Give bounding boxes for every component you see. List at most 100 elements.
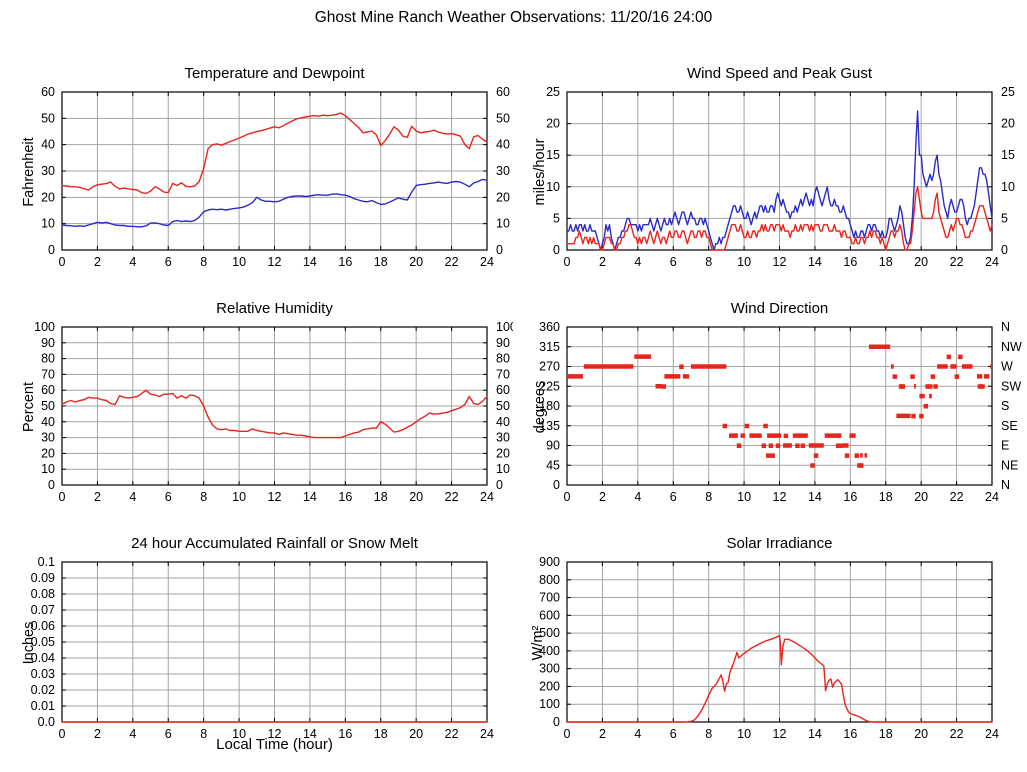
svg-text:10: 10 xyxy=(737,255,751,269)
svg-text:24: 24 xyxy=(985,727,999,741)
svg-text:6: 6 xyxy=(670,490,677,504)
svg-text:0.0: 0.0 xyxy=(38,715,55,729)
svg-text:8: 8 xyxy=(200,490,207,504)
svg-text:10: 10 xyxy=(496,217,510,231)
svg-text:100: 100 xyxy=(496,320,513,334)
chart-title: Wind Direction xyxy=(730,300,829,317)
svg-text:SE: SE xyxy=(1001,419,1018,433)
svg-text:10: 10 xyxy=(232,255,246,269)
svg-text:10: 10 xyxy=(1001,180,1015,194)
svg-text:4: 4 xyxy=(634,255,641,269)
svg-text:0.1: 0.1 xyxy=(38,555,55,569)
svg-text:24: 24 xyxy=(985,255,999,269)
svg-text:80: 80 xyxy=(496,352,510,366)
svg-text:20: 20 xyxy=(1001,117,1015,131)
svg-text:SW: SW xyxy=(1001,379,1021,393)
svg-text:14: 14 xyxy=(808,490,822,504)
svg-text:NW: NW xyxy=(1001,340,1022,354)
chart-title: 24 hour Accumulated Rainfall or Snow Mel… xyxy=(131,535,418,552)
svg-text:18: 18 xyxy=(374,255,388,269)
svg-text:70: 70 xyxy=(496,367,510,381)
svg-text:4: 4 xyxy=(129,727,136,741)
svg-text:30: 30 xyxy=(41,431,55,445)
svg-text:24: 24 xyxy=(480,255,494,269)
svg-text:10: 10 xyxy=(737,727,751,741)
svg-text:40: 40 xyxy=(41,138,55,152)
svg-text:0: 0 xyxy=(553,715,560,729)
svg-text:30: 30 xyxy=(41,164,55,178)
svg-text:0: 0 xyxy=(564,727,571,741)
svg-text:16: 16 xyxy=(338,727,352,741)
svg-text:30: 30 xyxy=(496,164,510,178)
svg-text:N: N xyxy=(1001,478,1010,492)
svg-text:5: 5 xyxy=(553,211,560,225)
chart-solar-irradiance: Solar Irradiance W/m² 0 100 200 300 400 500 60… xyxy=(513,530,1027,772)
chart-title: Relative Humidity xyxy=(216,300,333,317)
svg-text:10: 10 xyxy=(232,490,246,504)
svg-text:2: 2 xyxy=(599,490,606,504)
svg-text:N: N xyxy=(1001,320,1010,334)
svg-text:90: 90 xyxy=(546,439,560,453)
svg-text:0: 0 xyxy=(59,255,66,269)
svg-text:50: 50 xyxy=(496,399,510,413)
svg-text:16: 16 xyxy=(843,490,857,504)
svg-text:10: 10 xyxy=(232,727,246,741)
svg-text:25: 25 xyxy=(1001,85,1015,99)
svg-text:0.01: 0.01 xyxy=(31,699,55,713)
svg-text:0: 0 xyxy=(1001,243,1008,257)
svg-text:100: 100 xyxy=(539,697,560,711)
svg-text:16: 16 xyxy=(843,727,857,741)
svg-text:6: 6 xyxy=(165,727,172,741)
svg-text:315: 315 xyxy=(539,340,560,354)
svg-text:50: 50 xyxy=(496,111,510,125)
svg-text:360: 360 xyxy=(539,320,560,334)
svg-text:16: 16 xyxy=(338,490,352,504)
chart-temperature-dewpoint: Temperature and Dewpoint Fahrenheit 0 0 10… xyxy=(0,60,513,295)
svg-text:20: 20 xyxy=(41,190,55,204)
svg-text:10: 10 xyxy=(546,180,560,194)
svg-text:18: 18 xyxy=(879,727,893,741)
svg-text:0: 0 xyxy=(564,490,571,504)
x-axis-label: Local Time (hour) xyxy=(216,736,333,753)
svg-text:8: 8 xyxy=(705,255,712,269)
svg-text:20: 20 xyxy=(914,727,928,741)
svg-text:0: 0 xyxy=(59,727,66,741)
page-title: Ghost Mine Ranch Weather Observations: 1… xyxy=(314,9,713,26)
svg-text:600: 600 xyxy=(539,608,560,622)
svg-text:0.04: 0.04 xyxy=(31,651,55,665)
svg-text:12: 12 xyxy=(268,255,282,269)
svg-text:20: 20 xyxy=(409,490,423,504)
svg-text:4: 4 xyxy=(634,490,641,504)
svg-text:22: 22 xyxy=(445,255,459,269)
svg-text:0.06: 0.06 xyxy=(31,619,55,633)
svg-text:400: 400 xyxy=(539,644,560,658)
svg-text:40: 40 xyxy=(41,415,55,429)
svg-text:14: 14 xyxy=(303,727,317,741)
svg-text:5: 5 xyxy=(1001,211,1008,225)
svg-text:12: 12 xyxy=(268,727,282,741)
svg-text:14: 14 xyxy=(808,727,822,741)
svg-text:W: W xyxy=(1001,360,1013,374)
chart-title: Solar Irradiance xyxy=(726,535,833,552)
svg-text:60: 60 xyxy=(496,383,510,397)
svg-text:22: 22 xyxy=(950,727,964,741)
svg-text:2: 2 xyxy=(94,255,101,269)
svg-text:20: 20 xyxy=(914,255,928,269)
svg-text:15: 15 xyxy=(1001,148,1015,162)
svg-text:12: 12 xyxy=(773,255,787,269)
svg-text:2: 2 xyxy=(599,255,606,269)
svg-text:2: 2 xyxy=(94,727,101,741)
svg-text:24: 24 xyxy=(480,727,494,741)
svg-text:15: 15 xyxy=(546,148,560,162)
svg-text:0: 0 xyxy=(59,490,66,504)
svg-text:16: 16 xyxy=(843,255,857,269)
svg-text:12: 12 xyxy=(268,490,282,504)
svg-text:8: 8 xyxy=(705,727,712,741)
svg-text:14: 14 xyxy=(303,255,317,269)
svg-text:100: 100 xyxy=(34,320,55,334)
